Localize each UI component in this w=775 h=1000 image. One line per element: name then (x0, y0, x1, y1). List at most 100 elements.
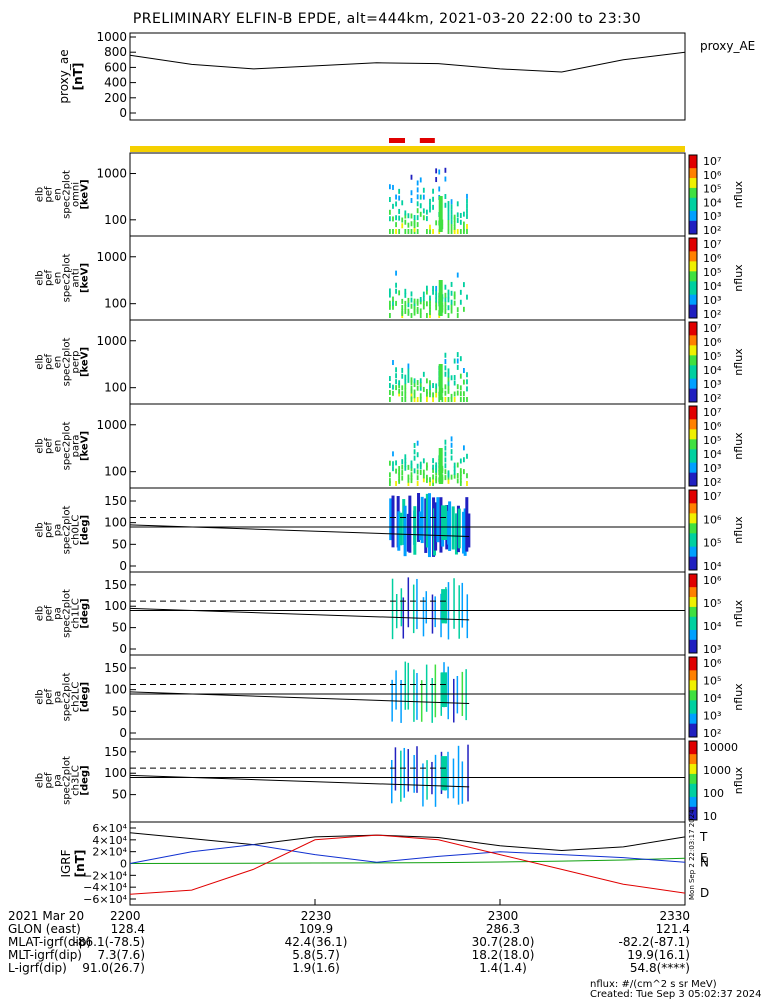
spectrogram-cell (389, 300, 391, 306)
colorbar-segment (689, 466, 697, 470)
spectrogram-cell (436, 497, 440, 543)
spectrogram-cell (407, 308, 410, 314)
colorbar-tick-label: 10⁷ (703, 490, 721, 503)
spectrogram-cell (444, 365, 447, 371)
spectrogram-cell (398, 476, 401, 482)
colorbar-tick-label: 100 (703, 787, 724, 800)
colorbar-label: nflux (732, 766, 745, 794)
igrf-D-line (129, 834, 686, 895)
spectrogram-cell (404, 300, 407, 306)
spectrogram-cell (447, 470, 450, 476)
colorbar-segment (689, 308, 697, 312)
spectrogram-cell (453, 294, 456, 300)
spectrogram-cell (395, 229, 397, 234)
spectrogram-cell (395, 282, 397, 288)
igrf-E-line (129, 857, 686, 864)
colorbar-segment (689, 623, 697, 628)
spectrogram-cell (398, 388, 401, 394)
spectrogram-cell (444, 439, 447, 445)
spectrogram-cell (389, 478, 391, 484)
y-label-line: elb (35, 354, 46, 369)
spectrogram-cell (398, 380, 401, 386)
y-tick-label: 0 (119, 559, 127, 573)
ephemeris-value: 54.8(****) (630, 961, 690, 975)
y-tick-label: 0 (120, 858, 127, 871)
colorbar-segment (689, 482, 697, 487)
spectrogram-cell (459, 397, 462, 402)
y-unit-label: [nT] (73, 850, 87, 878)
spectrogram-cell (447, 376, 450, 382)
colorbar-tick-label: 10⁵ (703, 675, 721, 688)
spectrogram-cell (419, 464, 422, 470)
spectrogram-cell (392, 216, 394, 222)
colorbar-segment (689, 412, 697, 417)
spectrogram-cell (404, 308, 407, 314)
spectrogram-cell (466, 203, 468, 209)
spectrogram-cell (453, 578, 455, 629)
spectrogram-cell (410, 221, 413, 227)
colorbar-segment (689, 258, 697, 262)
spectrogram-cell (407, 377, 410, 383)
spectrogram-cell (419, 461, 422, 467)
y-tick-label: 1000 (96, 30, 127, 44)
colorbar-segment (689, 338, 697, 343)
ephemeris-value: 286.3 (486, 922, 520, 936)
spectrogram-cell (456, 478, 459, 484)
spectrogram-cell (453, 220, 456, 226)
y-tick-label: 150 (104, 578, 127, 592)
colorbar-segment (689, 395, 697, 400)
spectrogram-cell (447, 229, 450, 234)
spectrogram-cell (444, 308, 447, 314)
colorbar-tick-label: 10⁶ (703, 336, 722, 349)
spectrogram-cell (407, 481, 410, 486)
spectrogram-cell (413, 754, 415, 793)
science-zone-bar (389, 138, 405, 143)
spectrogram-cell (447, 289, 450, 295)
spectrogram-cell (419, 385, 422, 391)
spectrogram-cell (447, 210, 450, 216)
spectrogram-cell (457, 745, 460, 805)
spectrogram-cell (438, 186, 441, 192)
spectrogram-cell (466, 453, 468, 459)
colorbar-segment (689, 670, 697, 675)
spectrogram-cell (453, 678, 455, 723)
spectrogram-cell (447, 372, 450, 378)
colorbar-tick-label: 10² (703, 476, 721, 489)
spectrogram-cell (463, 508, 467, 556)
spectrogram-cell (444, 457, 447, 463)
ephemeris-value: 42.4(36.1) (285, 935, 348, 949)
colorbar-tick-label: 10⁶ (703, 252, 722, 265)
spectrogram-cell (389, 472, 391, 478)
panel-elb_pef_pa_spec2plot_ch0LC: 150 100 50 0 10⁷ 10⁶ 10⁵ 10⁴ nflux elbpefpaspec2p… (35, 487, 745, 573)
spectrogram-cell (401, 304, 404, 310)
spectrogram-cell (432, 474, 434, 480)
x-tick-label: 2230 (301, 909, 332, 923)
colorbar-segment (689, 325, 697, 330)
spectrogram-cell (420, 680, 423, 722)
colorbar-segment (689, 677, 697, 681)
colorbar-tick-label: 10⁴ (703, 560, 722, 573)
y-label-line: para (71, 435, 82, 458)
spectrogram-cell (434, 596, 436, 628)
spectrogram-cell (403, 505, 407, 557)
spectrogram-cell (459, 212, 462, 218)
colorbar-segment (689, 600, 697, 605)
colorbar-label-group: nflux (732, 348, 745, 376)
y-unit-label: [deg] (80, 682, 91, 712)
spectrogram-cell (429, 313, 431, 318)
colorbar-segment (689, 210, 697, 215)
spectrogram-cell (466, 294, 468, 300)
spectrogram-cell (422, 477, 425, 483)
y-tick-label: 200 (104, 91, 127, 105)
spectrogram-cell (419, 203, 422, 209)
y-label-line: pef (44, 522, 55, 539)
colorbar-segment (689, 720, 697, 725)
colorbar-tick-label: 10³ (703, 210, 721, 223)
colorbar-segment (689, 456, 697, 460)
colorbar-segment (689, 540, 697, 544)
colorbar-segment (689, 580, 697, 585)
spectrogram-cell (404, 454, 407, 460)
spectrogram-cell (395, 385, 397, 391)
colorbar-segment (689, 810, 697, 814)
